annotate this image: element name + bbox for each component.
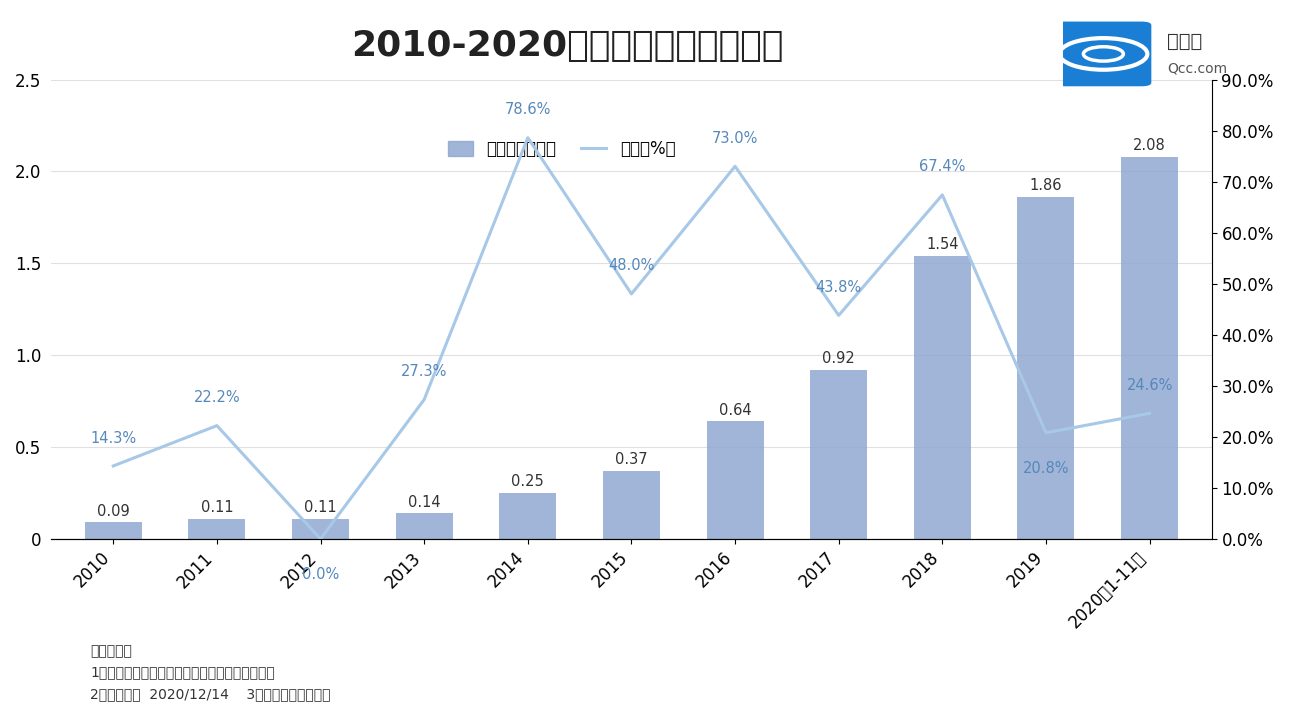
Text: 14.3%: 14.3%: [90, 431, 137, 446]
Text: 0.09: 0.09: [97, 504, 130, 518]
Text: 0.14: 0.14: [407, 495, 441, 510]
Text: 22.2%: 22.2%: [193, 390, 240, 406]
Text: 1.86: 1.86: [1030, 178, 1062, 193]
Text: 20.8%: 20.8%: [1022, 461, 1069, 476]
Text: 企查查: 企查查: [1168, 32, 1203, 50]
Text: 27.3%: 27.3%: [401, 364, 447, 379]
Text: 2010-2020充电桩相关企业注册量: 2010-2020充电桩相关企业注册量: [351, 29, 784, 63]
Text: 0.11: 0.11: [304, 500, 336, 515]
Bar: [1017, 197, 1075, 539]
Bar: [85, 523, 142, 539]
Text: 0.64: 0.64: [719, 403, 751, 418]
Text: 43.8%: 43.8%: [816, 280, 862, 295]
Bar: [603, 471, 660, 539]
Text: 73.0%: 73.0%: [712, 131, 758, 146]
Text: 0.25: 0.25: [512, 475, 544, 490]
Text: 78.6%: 78.6%: [504, 102, 550, 117]
Bar: [811, 370, 867, 539]
Text: 0.11: 0.11: [201, 500, 233, 515]
Text: 0.92: 0.92: [822, 351, 855, 366]
Bar: [706, 421, 763, 539]
Text: 24.6%: 24.6%: [1127, 378, 1173, 393]
FancyBboxPatch shape: [1056, 22, 1151, 86]
Text: 2.08: 2.08: [1133, 138, 1167, 153]
Text: 数据说明：: 数据说明：: [90, 644, 131, 658]
Bar: [188, 518, 245, 539]
Text: 1.54: 1.54: [926, 237, 959, 252]
Bar: [499, 493, 557, 539]
Text: 48.0%: 48.0%: [608, 259, 655, 273]
Text: 67.4%: 67.4%: [919, 160, 965, 175]
Bar: [396, 513, 452, 539]
Text: 2、统计时间  2020/12/14    3、数据来源：企查查: 2、统计时间 2020/12/14 3、数据来源：企查查: [90, 687, 331, 701]
Text: Qcc.com: Qcc.com: [1168, 61, 1227, 75]
Bar: [293, 518, 349, 539]
Bar: [914, 256, 971, 539]
Text: 1、仅统计关键词为「充电桩」的在业、存续企业: 1、仅统计关键词为「充电桩」的在业、存续企业: [90, 666, 275, 679]
Text: 0.37: 0.37: [615, 452, 648, 467]
Bar: [1121, 157, 1178, 539]
Legend: 注册量（万家）, 同比（%）: 注册量（万家）, 同比（%）: [442, 134, 682, 165]
Text: 0.0%: 0.0%: [302, 567, 339, 582]
